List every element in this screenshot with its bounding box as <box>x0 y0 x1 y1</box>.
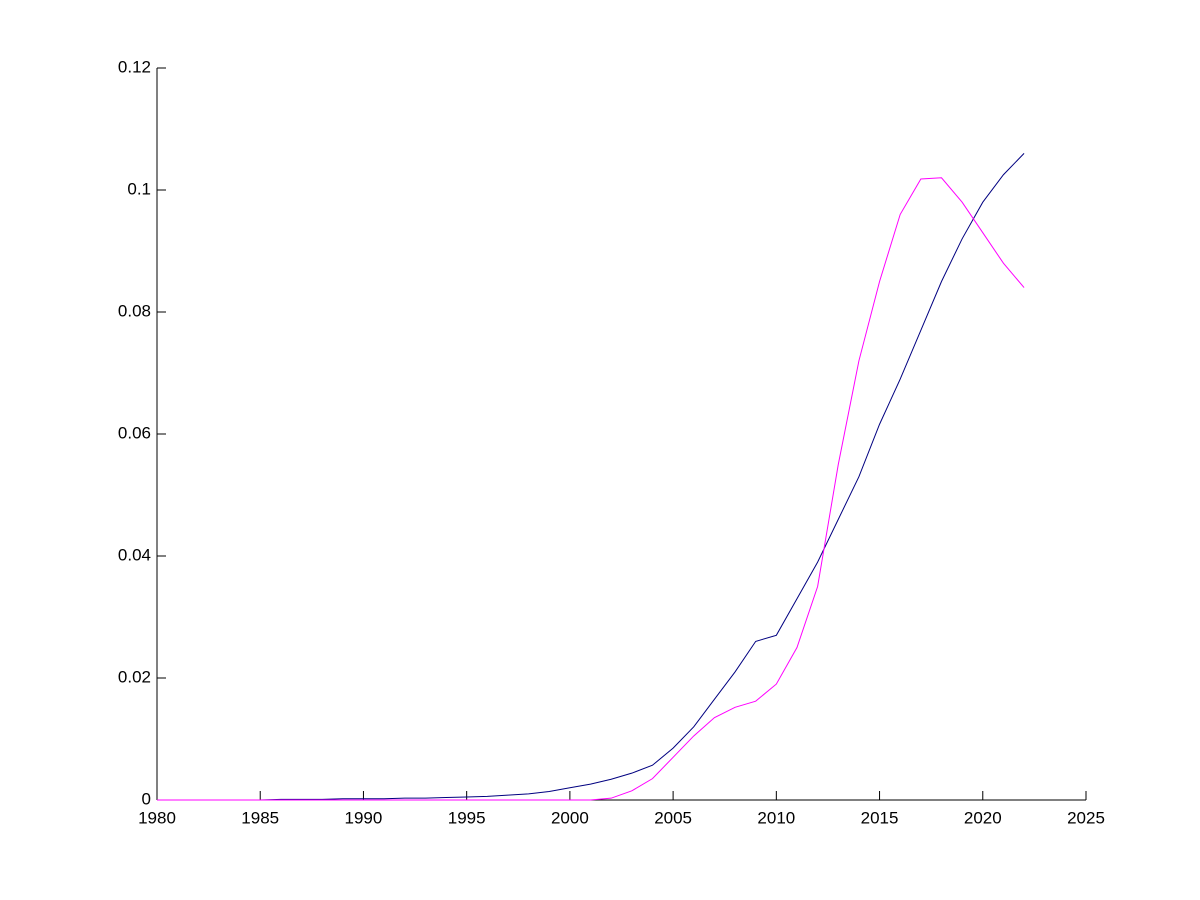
x-tick-label: 2000 <box>551 808 589 827</box>
x-tick-label: 2025 <box>1067 808 1105 827</box>
series-line <box>157 153 1025 801</box>
x-tick-label: 2020 <box>964 808 1002 827</box>
series-line <box>157 177 1025 801</box>
x-tick-label: 2010 <box>757 808 795 827</box>
y-tick-label: 0.08 <box>118 301 151 320</box>
y-tick-label: 0.06 <box>118 423 151 442</box>
x-tick-label: 1980 <box>138 808 176 827</box>
x-tick-label: 1990 <box>345 808 383 827</box>
x-tick-label: 1985 <box>241 808 279 827</box>
x-tick-label: 2015 <box>861 808 899 827</box>
x-tick-label: 2005 <box>654 808 692 827</box>
y-tick-label: 0 <box>142 789 151 808</box>
y-tick-label: 0.04 <box>118 545 151 564</box>
y-tick-label: 0.12 <box>118 57 151 76</box>
y-tick-label: 0.02 <box>118 667 151 686</box>
y-tick-label: 0.1 <box>127 179 151 198</box>
x-tick-label: 1995 <box>448 808 486 827</box>
